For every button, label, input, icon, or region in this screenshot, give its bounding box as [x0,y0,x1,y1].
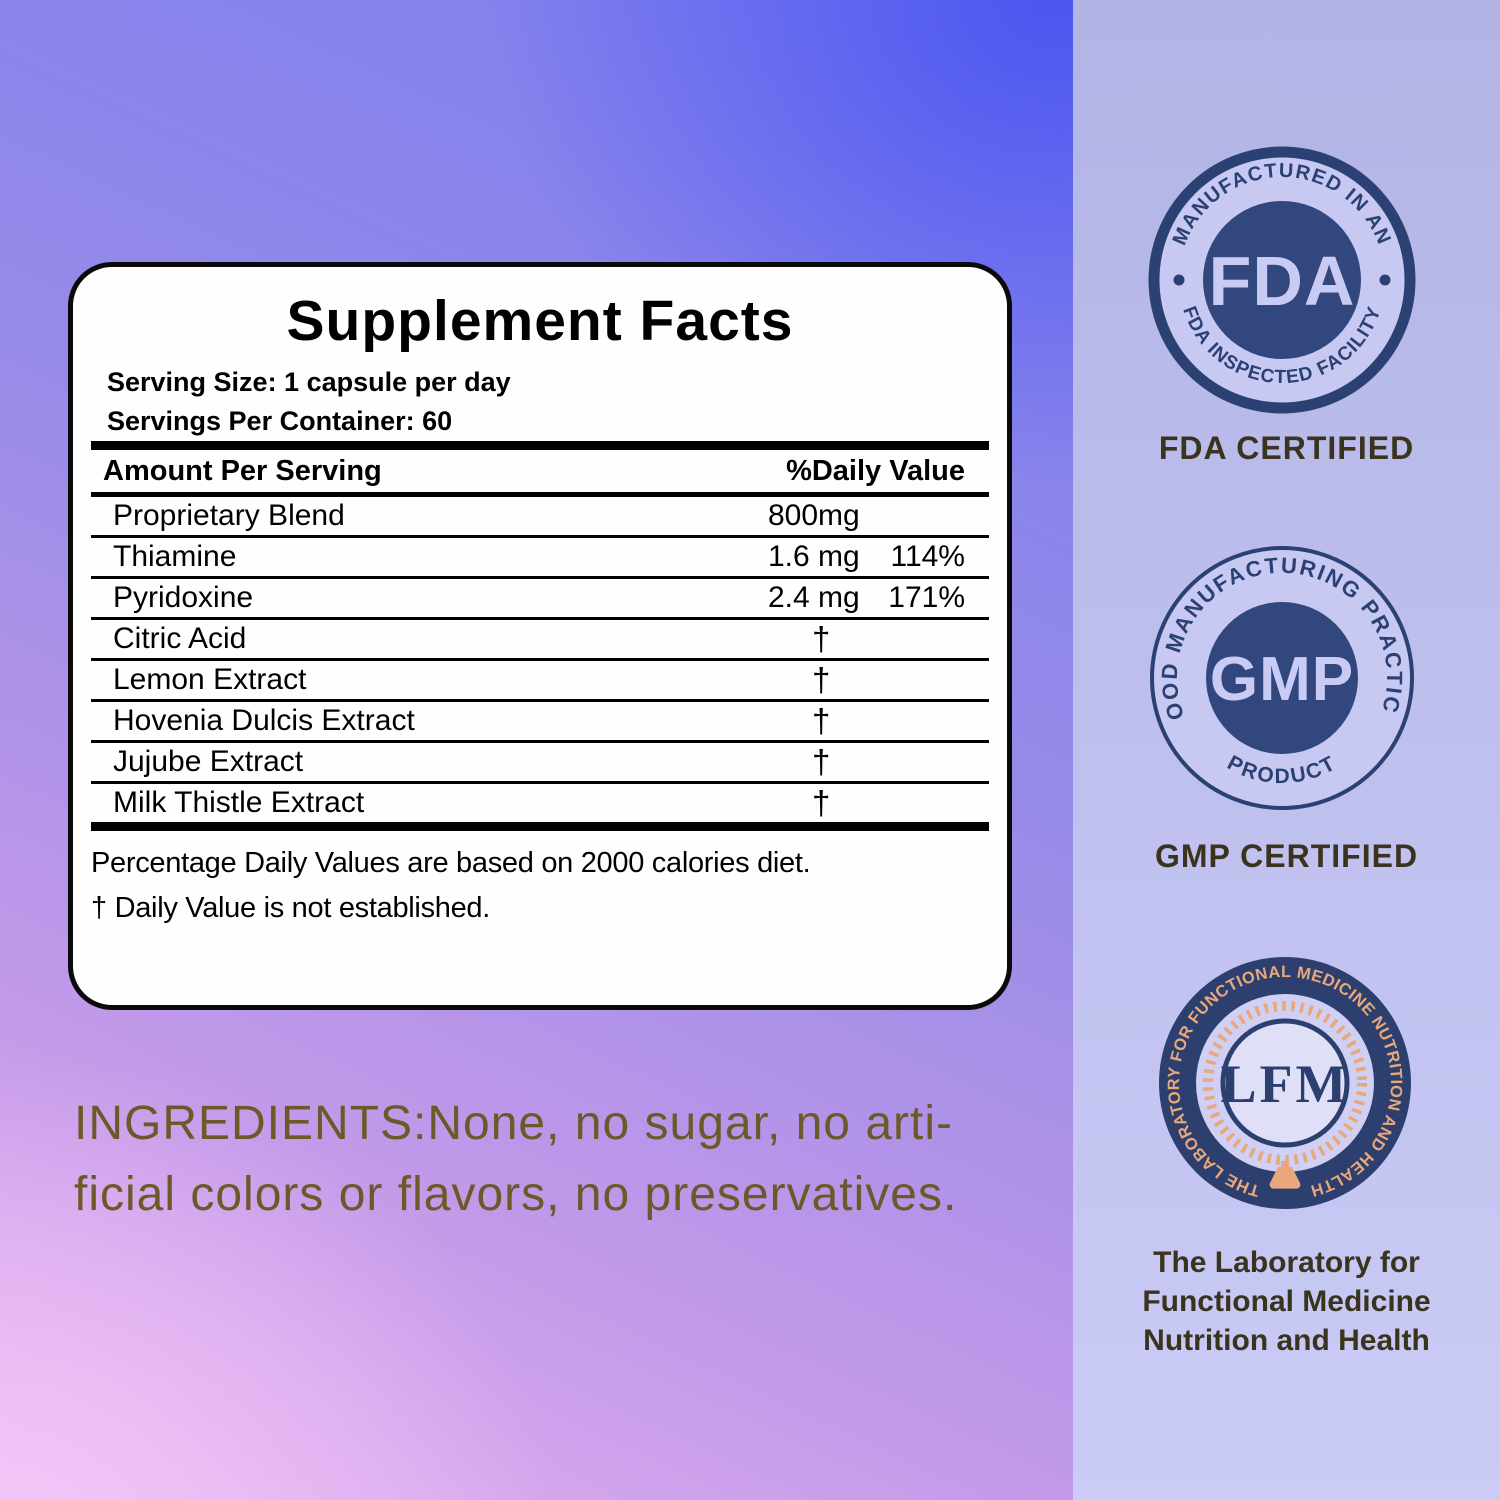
gmp-caption: GMP CERTIFIED [1154,838,1419,874]
fda-badge-icon: MANUFACTURED IN AN FDA INSPECTED FACILIT… [1148,146,1416,414]
table-row: Jujube Extract † [91,743,989,784]
laurel-wreath-icon [1203,1001,1367,1165]
table-header-row: Amount Per Serving %Daily Value [91,450,989,492]
table-row: Proprietary Blend 800mg [91,497,989,538]
ingredient-table: Proprietary Blend 800mg Thiamine 1.6 mg … [91,497,989,822]
ingredient-name: Proprietary Blend [113,499,345,532]
fda-center-text: FDA [1209,242,1356,320]
fda-inner-disc [1203,201,1361,359]
ingredient-name: Hovenia Dulcis Extract [113,704,415,737]
fda-ring-dot-right-icon [1379,274,1391,286]
ingredient-name: Pyridoxine [113,581,254,614]
table-row: Citric Acid † [91,620,989,661]
lfm-center-text: LFM [1221,1054,1350,1114]
ingredient-name: Jujube Extract [113,745,304,778]
gmp-badge-icon: GOOD MANUFACTURING PRACTICE. . PRODUCT .… [1147,543,1414,810]
ingredient-daily-value: 114% [890,540,965,573]
table-row: Hovenia Dulcis Extract † [91,702,989,743]
ingredients-line-2: ficial colors or flavors, no preservativ… [74,1168,958,1221]
ingredient-amount: † [812,620,831,657]
lfm-caption-line-3: Nutrition and Health [1143,1324,1430,1357]
column-daily-value: %Daily Value [786,454,965,487]
ingredient-amount: † [812,702,831,739]
table-row: Milk Thistle Extract † [91,784,989,822]
fda-ring-dot-left-icon [1173,274,1185,286]
column-amount-per-serving: Amount Per Serving [103,454,382,487]
supplement-facts-panel: Supplement Facts Serving Size: 1 capsule… [68,262,1012,1010]
lfm-caption-line-1: The Laboratory for [1153,1246,1420,1279]
divider-thick-top [91,441,989,450]
ingredient-amount: 800mg [768,499,860,532]
lfm-caption-line-2: Functional Medicine [1142,1285,1431,1318]
lfm-center-circle [1220,1018,1350,1148]
ingredient-amount: † [812,661,831,698]
serving-size-text: Serving Size: 1 capsule per day [107,367,511,397]
divider-thick-bottom [91,822,989,831]
divider-header [91,492,989,497]
lfm-badge-icon: THE LABORATORY FOR FUNCTIONAL MEDICINE N… [1159,957,1411,1209]
footnotes: Percentage Daily Values are based on 200… [91,841,989,931]
footnote-dagger: † Daily Value is not established. [91,892,491,924]
table-row: Pyridoxine 2.4 mg 171% [91,579,989,620]
servings-per-container-text: Servings Per Container: 60 [107,406,453,436]
gmp-inner-disc [1206,602,1358,754]
ingredients-line-1: INGREDIENTS:None, no sugar, no arti- [74,1097,953,1150]
ingredient-amount: 2.4 mg [768,581,860,614]
ingredients-text: INGREDIENTS:None, no sugar, no arti- fic… [74,1088,1034,1230]
ingredient-amount: † [812,784,831,821]
table-row: Thiamine 1.6 mg 114% [91,538,989,579]
footnote-daily-values: Percentage Daily Values are based on 200… [91,847,811,879]
fda-caption: FDA CERTIFIED [1158,430,1415,466]
ingredient-name: Thiamine [113,540,237,573]
ingredient-name: Citric Acid [113,622,247,655]
lfm-caption: The Laboratory for Functional Medicine N… [1073,1243,1500,1360]
ingredient-name: Lemon Extract [113,663,307,696]
flask-icon [1269,1161,1301,1189]
ingredient-amount: 1.6 mg [768,540,860,573]
gmp-center-text: GMP [1210,645,1354,714]
ingredient-amount: † [812,743,831,780]
panel-title: Supplement Facts [286,289,794,353]
ingredient-name: Milk Thistle Extract [113,786,365,819]
table-row: Lemon Extract † [91,661,989,702]
ingredient-daily-value: 171% [888,581,965,614]
